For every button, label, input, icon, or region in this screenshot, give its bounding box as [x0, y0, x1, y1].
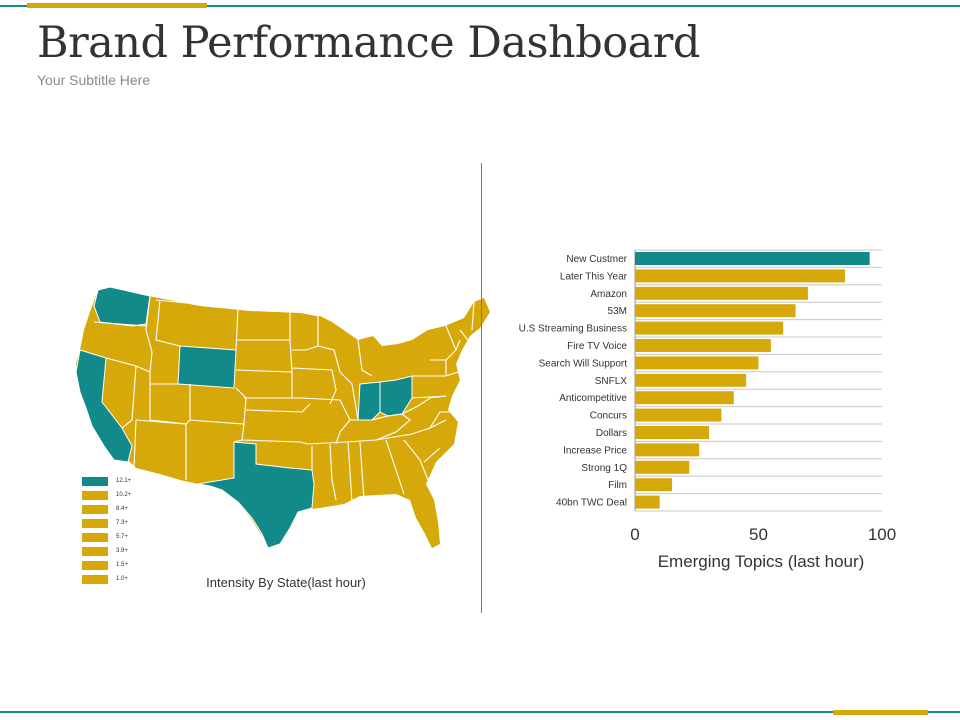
legend-swatch: [82, 575, 108, 584]
us-map: [75, 286, 490, 549]
category-label: Amazon: [590, 289, 627, 300]
bar-concurs: [635, 408, 722, 422]
category-label: Film: [608, 480, 627, 491]
x-tick-label: 50: [749, 525, 768, 544]
bar-fire-tv-voice: [635, 339, 771, 352]
legend-label: 5.7+: [116, 534, 128, 540]
bar-search-will-support: [635, 356, 759, 370]
page-title: Brand Performance Dashboard: [37, 18, 700, 68]
legend-swatch: [82, 505, 108, 514]
section-divider: [481, 163, 482, 613]
legend-swatch: [82, 533, 108, 542]
legend-label: 8.4+: [116, 506, 128, 512]
chart-category-labels: New Custmer Later This Year Amazon 53M U.S S…: [519, 254, 628, 509]
bar-new-custmer: [635, 252, 870, 265]
x-tick-label: 0: [630, 525, 639, 544]
legend-label: 12.1+: [116, 478, 132, 484]
category-label: Anticompetitive: [559, 393, 627, 404]
category-label: Fire TV Voice: [567, 341, 627, 352]
top-accent-bar: [27, 3, 207, 8]
state-ohio: [379, 375, 413, 417]
legend-swatch: [82, 547, 108, 556]
map-caption: Intensity By State(last hour): [206, 575, 366, 590]
bar-amazon: [635, 286, 808, 300]
legend-label: 7.3+: [116, 520, 128, 526]
state-washington: [93, 286, 151, 327]
bar-anticompetitive: [635, 391, 734, 405]
state-texas: [197, 441, 315, 549]
bar-40bn-twc-deal: [635, 495, 660, 509]
bottom-accent-bar: [833, 710, 928, 715]
legend-label: 1.0+: [116, 576, 128, 582]
chart-x-ticks: 0 50 100: [630, 525, 896, 544]
category-label: Increase Price: [563, 445, 627, 456]
page-subtitle: Your Subtitle Here: [37, 72, 151, 88]
bar-later-this-year: [635, 269, 845, 283]
category-label: New Custmer: [566, 254, 627, 265]
category-label: SNFLX: [595, 376, 628, 387]
state-indiana: [357, 381, 381, 421]
top-rule: [0, 5, 960, 7]
emerging-topics-chart: New Custmer Later This Year Amazon 53M U.S S…: [519, 249, 896, 571]
bar-dollars: [635, 426, 710, 439]
legend-label: 10.2+: [116, 492, 132, 498]
bar-u-s-streaming-business: [635, 321, 784, 335]
x-axis-label: Emerging Topics (last hour): [658, 552, 865, 571]
x-tick-label: 100: [868, 525, 896, 544]
legend-label: 3.9+: [116, 548, 128, 554]
bar-53m: [635, 304, 796, 318]
category-label: Later This Year: [560, 271, 628, 282]
category-label: U.S Streaming Business: [519, 324, 627, 335]
chart-gridlines: [634, 249, 882, 512]
chart-bars: [635, 252, 870, 509]
state-california: [75, 349, 133, 463]
legend-swatch: [82, 477, 108, 486]
category-label: Strong 1Q: [581, 463, 627, 474]
category-label: Concurs: [590, 411, 627, 422]
bar-film: [635, 478, 673, 492]
legend-label: 1.5+: [116, 562, 128, 568]
category-label: 53M: [608, 306, 627, 317]
bottom-rule: [0, 711, 960, 713]
legend-swatch: [82, 519, 108, 528]
bar-strong-1q: [635, 460, 690, 474]
bar-snflx: [635, 373, 747, 387]
state-borders: [93, 295, 475, 503]
bar-increase-price: [635, 443, 700, 457]
legend-swatch: [82, 491, 108, 500]
legend-swatch: [82, 561, 108, 570]
category-label: Search Will Support: [539, 358, 628, 369]
state-wyoming: [177, 345, 237, 389]
category-label: Dollars: [596, 428, 627, 439]
category-label: 40bn TWC Deal: [556, 498, 627, 509]
